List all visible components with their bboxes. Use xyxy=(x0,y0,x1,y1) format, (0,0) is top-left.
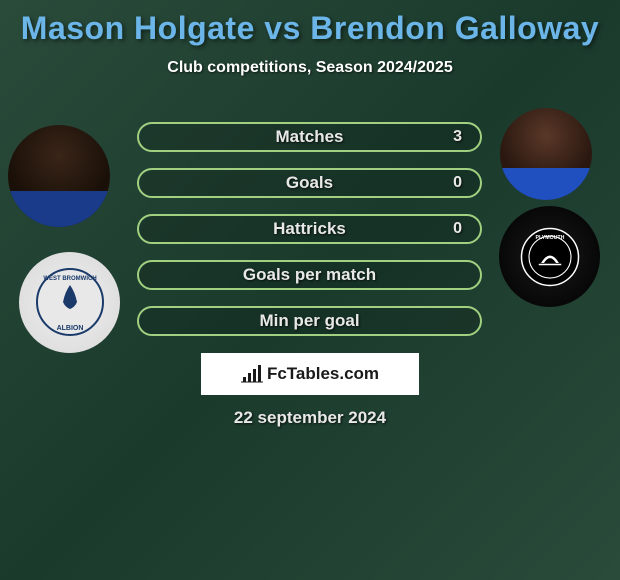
club-left-text: WEST BROMWICH ALBION xyxy=(35,267,105,339)
date-text: 22 september 2024 xyxy=(234,408,386,428)
albion-crest-icon: WEST BROMWICH ALBION xyxy=(35,267,105,337)
stat-row: Matches 3 xyxy=(137,122,482,152)
chart-icon xyxy=(241,365,263,383)
stat-label: Min per goal xyxy=(259,311,359,331)
player-left-avatar xyxy=(8,125,110,227)
stat-label: Hattricks xyxy=(273,219,346,239)
club-left-badge: WEST BROMWICH ALBION xyxy=(19,252,120,353)
club-right-inner: PLYMOUTH xyxy=(520,227,580,287)
watermark-text: FcTables.com xyxy=(267,364,379,384)
svg-text:WEST BROMWICH: WEST BROMWICH xyxy=(43,276,96,282)
club-right-badge: PLYMOUTH xyxy=(499,206,600,307)
player-right-jersey xyxy=(500,168,592,200)
stat-row: Min per goal xyxy=(137,306,482,336)
comparison-card: Mason Holgate vs Brendon Galloway Club c… xyxy=(0,0,620,580)
stats-container: Matches 3 Goals 0 Hattricks 0 Goals per … xyxy=(137,122,482,352)
watermark: FcTables.com xyxy=(201,353,419,395)
stat-label: Goals per match xyxy=(243,265,376,285)
stat-label: Matches xyxy=(275,127,343,147)
subtitle: Club competitions, Season 2024/2025 xyxy=(8,59,612,77)
stat-label: Goals xyxy=(286,173,333,193)
stat-value: 3 xyxy=(453,128,462,146)
stat-value: 0 xyxy=(453,220,462,238)
page-title: Mason Holgate vs Brendon Galloway xyxy=(8,10,612,47)
stat-value: 0 xyxy=(453,174,462,192)
stat-row: Hattricks 0 xyxy=(137,214,482,244)
stat-row: Goals 0 xyxy=(137,168,482,198)
plymouth-crest-icon: PLYMOUTH xyxy=(520,217,580,297)
player-right-avatar xyxy=(500,108,592,200)
stat-row: Goals per match xyxy=(137,260,482,290)
svg-text:PLYMOUTH: PLYMOUTH xyxy=(535,235,564,241)
player-left-jersey xyxy=(8,191,110,227)
svg-text:ALBION: ALBION xyxy=(56,325,83,332)
